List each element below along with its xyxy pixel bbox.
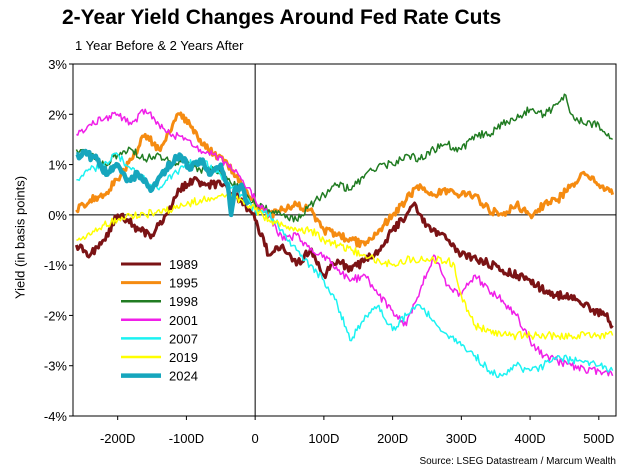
plot-frame: [72, 63, 617, 417]
y-tick-label: -3%: [44, 359, 68, 374]
series-line-1995: [75, 111, 615, 249]
x-tick-label: 200D: [377, 431, 408, 446]
x-tick-label: 400D: [515, 431, 546, 446]
legend-label-1989: 1989: [169, 257, 198, 272]
y-tick-label: 3%: [48, 57, 67, 72]
series-line-2019: [76, 192, 614, 341]
source-note: Source: LSEG Datastream / Marcum Wealth: [419, 456, 616, 467]
y-tick-label: 0%: [48, 208, 67, 223]
legend-label-2007: 2007: [169, 331, 198, 346]
x-tick-label: 100D: [308, 431, 339, 446]
x-tick-label: -200D: [100, 431, 135, 446]
x-tick-label: 300D: [446, 431, 477, 446]
y-tick-label: -4%: [44, 409, 68, 424]
x-tick-label: -100D: [169, 431, 204, 446]
y-tick-label: -1%: [44, 258, 68, 273]
series-line-2007: [76, 152, 614, 379]
legend-label-2019: 2019: [169, 350, 198, 365]
y-tick-label: 1%: [48, 158, 67, 173]
series-line-2001: [76, 108, 614, 377]
x-tick-label: 500D: [583, 431, 614, 446]
legend-label-1995: 1995: [169, 276, 198, 291]
series-line-1989: [74, 176, 614, 329]
y-tick-label: -2%: [44, 308, 68, 323]
legend-label-1998: 1998: [169, 294, 198, 309]
series-line-2024: [75, 148, 251, 218]
chart-title: 2-Year Yield Changes Around Fed Rate Cut…: [62, 6, 502, 29]
y-tick-label: 2%: [48, 107, 67, 122]
legend-label-2001: 2001: [169, 313, 198, 328]
legend-label-2024: 2024: [169, 369, 198, 384]
series-line-1998: [75, 93, 614, 223]
x-tick-label: 0: [252, 431, 259, 446]
chart-subtitle: 1 Year Before & 2 Years After: [75, 38, 244, 53]
